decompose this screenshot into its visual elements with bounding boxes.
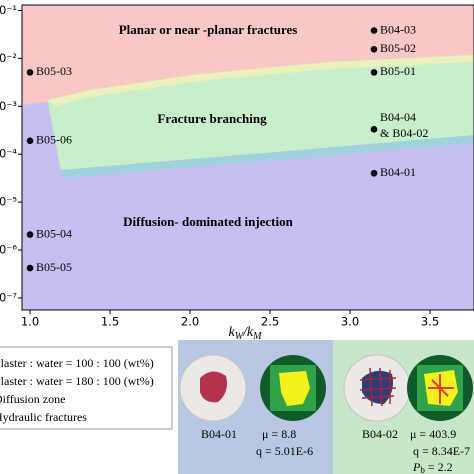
data-point: [370, 126, 378, 133]
fracture-lines: [359, 367, 397, 407]
legend-entry: Plaster : water = 180 : 100 (wt%): [0, 374, 154, 388]
panel-mu: μ = 403.9: [410, 427, 456, 441]
x-label-part: W: [235, 331, 245, 342]
diffusion-region: [22, 102, 474, 310]
data-point: [370, 169, 378, 177]
point-label: B05-06: [36, 133, 72, 147]
legend-box: [0, 346, 173, 430]
point-label: B05-01: [380, 64, 416, 78]
point-label: B05-05: [36, 260, 72, 274]
transition-band: [60, 135, 474, 180]
data-point: [370, 45, 378, 53]
y-tick-label: 10⁻¹: [0, 3, 17, 17]
data-point: [26, 264, 34, 272]
legend-entry: Hydraulic fractures: [0, 410, 87, 424]
panel-mu: μ = 8.8: [262, 427, 296, 441]
x-tick-label: 2.0: [181, 315, 199, 329]
panel: B04-02 μ = 403.9 q = 8.34E-7 Pb = 2.2: [333, 340, 474, 474]
pb-part: P: [412, 460, 421, 474]
x-tick-label: 1.5: [101, 315, 119, 329]
pb-part: b: [420, 465, 425, 474]
panel-id: B04-01: [201, 427, 237, 441]
region-label: Planar or near -planar fractures: [119, 22, 298, 37]
y-tick-label: 10⁻⁶: [0, 243, 17, 257]
point-label: B05-04: [36, 226, 72, 240]
panel-id: B04-02: [362, 427, 398, 441]
x-tick-label: 3.5: [421, 315, 439, 329]
data-point: [26, 69, 34, 76]
x-tick-label: 2.5: [261, 315, 279, 329]
legend-entry: Diffusion zone: [0, 392, 65, 406]
data-point: [26, 137, 34, 145]
axes: 1.0 1.5 2.0 2.5 3.0 3.5 10⁻¹ 10⁻² 10⁻³ 10⁻⁴ 10⁻⁵ 10…: [0, 3, 439, 329]
y-tick-label: 10⁻⁷: [0, 290, 17, 304]
panel-q: q = 5.01E-6: [256, 444, 313, 458]
y-tick-label: 10⁻⁴: [0, 147, 17, 161]
data-point: [370, 27, 378, 34]
legend-entry: Plaster : water = 100 : 100 (wt%): [0, 356, 154, 370]
specimen-stain: [200, 371, 227, 403]
point-label: & B04-02: [380, 126, 428, 140]
data-point: [26, 231, 34, 238]
point-label: B05-03: [36, 64, 72, 78]
point-label: B04-04: [380, 110, 416, 124]
hydraulic-fractures: [428, 374, 454, 404]
data-point: [370, 69, 378, 76]
panel: B04-01 μ = 8.8 q = 5.01E-6: [178, 340, 333, 474]
y-tick-label: 10⁻⁵: [0, 195, 17, 209]
y-tick-label: 10⁻³: [0, 99, 17, 113]
x-tick-label: 1.0: [21, 315, 39, 329]
region-label: Diffusion- dominated injection: [123, 214, 294, 229]
x-axis-label: kW/kM: [228, 325, 262, 342]
panel-q: q = 8.34E-7: [413, 444, 470, 458]
point-label: B05-02: [380, 41, 416, 55]
transition-band: [48, 55, 474, 106]
x-label-part: k: [228, 325, 235, 340]
x-label-part: M: [252, 331, 262, 342]
plot-frame: [21, 4, 474, 311]
pb-part: = 2.2: [425, 460, 453, 474]
region-label: Fracture branching: [157, 111, 267, 126]
point-label: B04-01: [380, 165, 416, 179]
regions: [21, 4, 474, 311]
diffusion-zone: [279, 371, 310, 406]
point-label: B04-03: [380, 22, 416, 36]
panel-pb: Pb = 2.2: [412, 460, 453, 474]
legend: Plaster : water = 100 : 100 (wt%) Plaste…: [0, 346, 173, 430]
y-tick-label: 10⁻²: [0, 51, 17, 65]
x-label-part: /k: [242, 325, 254, 340]
x-tick-label: 3.0: [341, 315, 359, 329]
